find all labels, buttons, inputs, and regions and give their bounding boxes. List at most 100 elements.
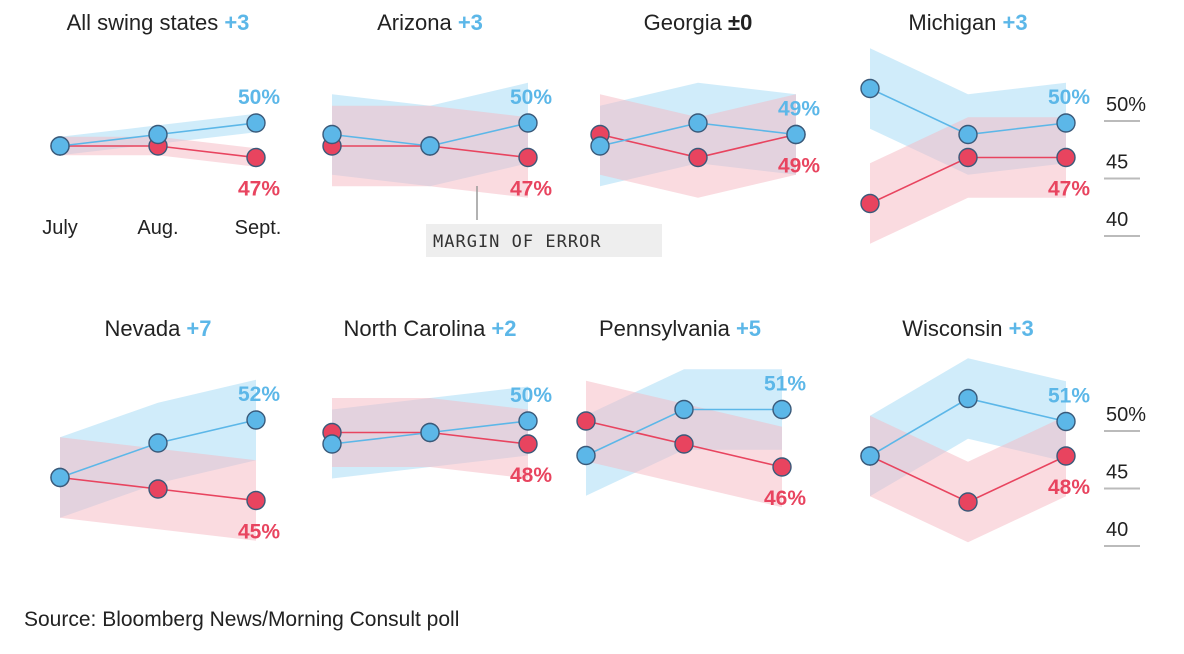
state-name: Arizona	[377, 10, 458, 35]
harris-pct-label: 51%	[764, 373, 806, 396]
trump-pct-label: 47%	[238, 178, 280, 201]
trump-pct-label: 47%	[1048, 178, 1090, 201]
y-axis: 50% 45 40	[1104, 94, 1146, 237]
y-tick-label: 45	[1106, 152, 1128, 174]
harris-lead: +3	[458, 10, 483, 35]
state-name: All swing states	[67, 10, 225, 35]
trump-point-sept	[1056, 147, 1076, 168]
harris-lead: +3	[1003, 10, 1028, 35]
trump-error-band	[600, 94, 796, 198]
harris-point-july	[860, 446, 880, 466]
y-tick-label: 40	[1106, 209, 1128, 231]
trump-pct-label: 46%	[764, 487, 806, 510]
harris-lead: ±0	[728, 10, 752, 35]
moe-label-box	[426, 224, 662, 257]
source-note: Source: Bloomberg News/Morning Consult p…	[24, 608, 460, 631]
trump-pct-label: 45%	[238, 521, 280, 544]
state-chart-wisconsin: Wisconsin +3 51% 48% 50% 45 40	[860, 316, 1146, 547]
state-chart-georgia: Georgia ±0 49% 49%	[590, 10, 820, 198]
chart-title: Arizona +3	[377, 10, 483, 35]
harris-point-july	[860, 78, 880, 99]
harris-point-july	[50, 467, 70, 488]
chart-title: Pennsylvania +5	[599, 316, 761, 341]
trump-point-sept	[246, 490, 266, 511]
trump-point-sept	[772, 457, 792, 477]
harris-point-july	[322, 434, 342, 454]
state-name: Michigan	[908, 10, 1002, 35]
harris-point-aug	[688, 113, 708, 133]
trump-point-aug	[958, 492, 978, 512]
trump-error-band	[870, 415, 1066, 543]
state-chart-pennsylvania: Pennsylvania +5 51% 46%	[576, 316, 806, 510]
state-name: Georgia	[644, 10, 728, 35]
harris-point-sept	[772, 399, 792, 420]
trump-point-july	[576, 411, 596, 431]
trump-point-aug	[688, 147, 708, 168]
harris-point-aug	[420, 136, 440, 156]
state-name: Pennsylvania	[599, 316, 736, 341]
y-tick-label: 40	[1106, 519, 1128, 541]
harris-lead: +5	[736, 316, 761, 341]
trump-pct-label: 47%	[510, 178, 552, 201]
harris-point-aug	[148, 124, 168, 145]
harris-pct-label: 49%	[778, 98, 820, 121]
chart-title: Nevada +7	[104, 316, 211, 341]
state-chart-arizona: Arizona +3 50% 47% MARGIN OF ERROR	[322, 10, 662, 257]
trump-point-aug	[674, 434, 694, 454]
trump-error-band	[870, 117, 1066, 244]
harris-pct-label: 52%	[238, 383, 280, 406]
trump-point-aug	[148, 479, 168, 499]
harris-pct-label: 50%	[510, 86, 552, 109]
state-chart-north-carolina: North Carolina +2 50% 48%	[322, 316, 552, 487]
state-chart-all-swing-states: All swing states +3 50% 47% July Aug. Sept.	[42, 10, 281, 239]
harris-lead: +3	[224, 10, 249, 35]
trump-point-july	[860, 193, 880, 214]
trump-point-sept	[518, 147, 538, 168]
trump-point-sept	[518, 434, 538, 454]
harris-point-sept	[246, 410, 266, 430]
harris-point-aug	[958, 124, 978, 145]
harris-lead: +7	[186, 316, 211, 341]
harris-point-july	[50, 136, 70, 156]
harris-point-aug	[148, 433, 168, 453]
month-label-july: July	[42, 217, 78, 239]
trump-pct-label: 48%	[1048, 476, 1090, 499]
trump-pct-label: 49%	[778, 155, 820, 178]
harris-pct-label: 50%	[1048, 86, 1090, 109]
state-name: North Carolina	[343, 316, 491, 341]
trump-point-sept	[246, 147, 266, 168]
harris-point-july	[590, 136, 610, 156]
harris-point-aug	[674, 399, 694, 420]
harris-point-sept	[1056, 113, 1076, 133]
state-name: Wisconsin	[902, 316, 1008, 341]
month-label-sept: Sept.	[235, 217, 282, 239]
y-axis: 50% 45 40	[1104, 404, 1146, 547]
trump-pct-label: 48%	[510, 464, 552, 487]
harris-point-aug	[958, 388, 978, 409]
harris-lead: +3	[1009, 316, 1034, 341]
harris-point-aug	[420, 422, 440, 443]
state-chart-michigan: Michigan +3 50% 47% 50% 45 40	[860, 10, 1146, 244]
harris-point-sept	[786, 124, 806, 145]
state-name: Nevada	[104, 316, 186, 341]
trump-point-aug	[958, 147, 978, 168]
month-label-aug: Aug.	[137, 217, 178, 239]
harris-pct-label: 50%	[238, 86, 280, 109]
chart-title: Georgia ±0	[644, 10, 753, 35]
harris-point-july	[322, 124, 342, 145]
harris-point-sept	[518, 411, 538, 431]
harris-pct-label: 50%	[510, 384, 552, 407]
harris-pct-label: 51%	[1048, 385, 1090, 408]
harris-lead: +2	[491, 316, 516, 341]
chart-title: North Carolina +2	[343, 316, 516, 341]
harris-point-sept	[1056, 411, 1076, 432]
harris-point-july	[576, 445, 596, 466]
chart-title: Michigan +3	[908, 10, 1027, 35]
chart-title: All swing states +3	[67, 10, 250, 35]
y-tick-label: 45	[1106, 462, 1128, 484]
y-tick-label: 50%	[1106, 404, 1146, 426]
moe-label: MARGIN OF ERROR	[433, 232, 602, 252]
harris-point-sept	[518, 113, 538, 133]
state-chart-nevada: Nevada +7 52% 45%	[50, 316, 280, 544]
